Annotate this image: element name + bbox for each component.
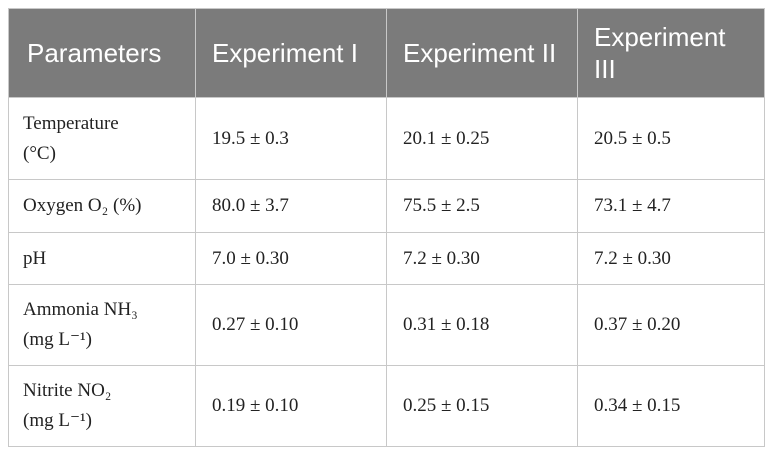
table-row: Ammonia NH₃ (mg L⁻¹) 0.27 ± 0.10 0.31 ± 0.… — [8, 284, 765, 366]
value-cell: 0.25 ± 0.15 — [386, 365, 578, 447]
value-cell: 73.1 ± 4.7 — [577, 179, 765, 233]
value-cell: 0.19 ± 0.10 — [195, 365, 387, 447]
parameter-cell: Ammonia NH₃ (mg L⁻¹) — [8, 284, 196, 366]
header-cell: Experiment III — [577, 8, 765, 98]
data-table: Parameters Experiment I Experiment II Exper… — [8, 8, 765, 447]
value-cell: 20.5 ± 0.5 — [577, 97, 765, 180]
table-row: Nitrite NO₂ (mg L⁻¹) 0.19 ± 0.10 0.25 ± 0.… — [8, 365, 765, 447]
value-cell: 0.37 ± 0.20 — [577, 284, 765, 366]
value-cell: 19.5 ± 0.3 — [195, 97, 387, 180]
value-cell: 20.1 ± 0.25 — [386, 97, 578, 180]
table-row: Temperature (°C) 19.5 ± 0.3 20.1 ± 0.25 20.… — [8, 97, 765, 180]
value-cell: 0.31 ± 0.18 — [386, 284, 578, 366]
value-cell: 0.27 ± 0.10 — [195, 284, 387, 366]
value-cell: 80.0 ± 3.7 — [195, 179, 387, 233]
header-cell: Experiment II — [386, 8, 578, 98]
value-cell: 7.2 ± 0.30 — [577, 232, 765, 285]
table-row: Oxygen O₂ (%) 80.0 ± 3.7 75.5 ± 2.5 73.1 ± … — [8, 179, 765, 233]
value-cell: 75.5 ± 2.5 — [386, 179, 578, 233]
header-cell: Experiment I — [195, 8, 387, 98]
parameter-cell: pH — [8, 232, 196, 285]
value-cell: 0.34 ± 0.15 — [577, 365, 765, 447]
header-cell: Parameters — [8, 8, 196, 98]
parameter-cell: Nitrite NO₂ (mg L⁻¹) — [8, 365, 196, 447]
value-cell: 7.0 ± 0.30 — [195, 232, 387, 285]
value-cell: 7.2 ± 0.30 — [386, 232, 578, 285]
table-row: pH 7.0 ± 0.30 7.2 ± 0.30 7.2 ± 0.30 — [8, 232, 765, 285]
table-body: Temperature (°C) 19.5 ± 0.3 20.1 ± 0.25 20.… — [8, 97, 765, 447]
header-row: Parameters Experiment I Experiment II Exper… — [8, 8, 765, 98]
parameter-cell: Oxygen O₂ (%) — [8, 179, 196, 233]
parameter-cell: Temperature (°C) — [8, 97, 196, 180]
